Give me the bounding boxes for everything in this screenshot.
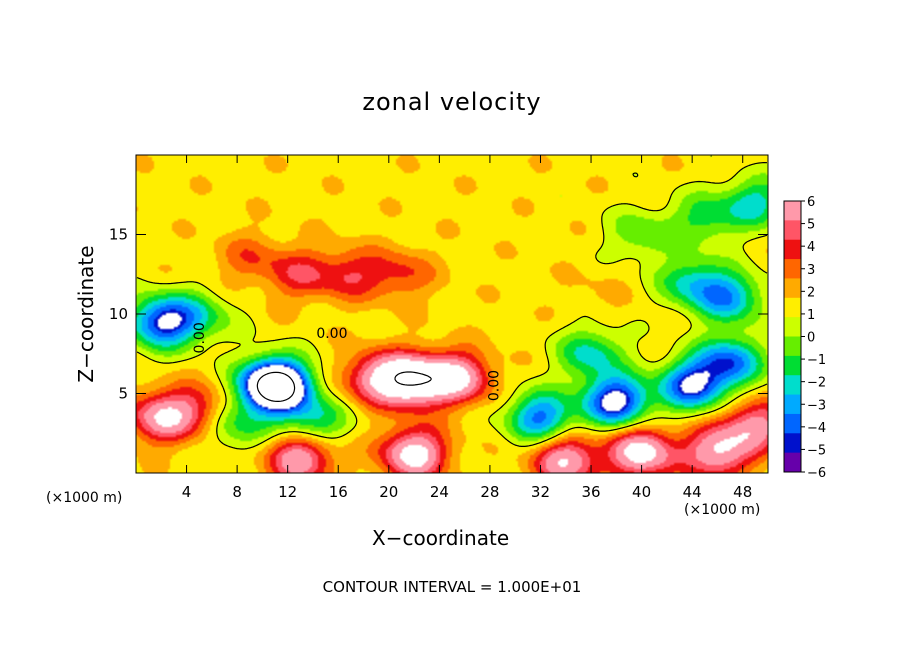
colorbar-swatch xyxy=(784,220,801,241)
contour-negative xyxy=(256,371,296,402)
colorbar-swatch xyxy=(784,278,801,299)
x-tick-label: 40 xyxy=(632,483,651,501)
colorbar-swatch xyxy=(784,336,801,357)
x-tick-label: 28 xyxy=(480,483,499,501)
colorbar-tick-label: −3 xyxy=(807,398,826,413)
colorbar-tick-label: −4 xyxy=(807,421,826,436)
colorbar-swatch xyxy=(784,317,801,337)
x-tick-label: 48 xyxy=(733,483,752,501)
colorbar-swatch xyxy=(784,355,801,376)
x-tick-label: 16 xyxy=(329,483,348,501)
x-tick-label: 24 xyxy=(430,483,449,501)
x-tick-label: 32 xyxy=(531,483,550,501)
colorbar-tick-label: −2 xyxy=(807,376,826,391)
y-axis-label: Z−coordinate xyxy=(74,245,98,383)
y-units-label: (×1000 m) xyxy=(46,490,123,506)
x-tick-label: 44 xyxy=(683,483,702,501)
contour-labels: 0.00 0.00 0.00 xyxy=(192,322,503,401)
colorbar-tick-label: 4 xyxy=(807,240,815,255)
contour-lines xyxy=(136,155,768,450)
colorbar-tick-label: −6 xyxy=(807,466,826,481)
heatmap-field xyxy=(136,155,768,473)
contour-label: 0.00 xyxy=(192,322,208,353)
colorbar-swatch xyxy=(784,394,801,415)
colorbar-swatch xyxy=(784,433,801,454)
colorbar-swatch xyxy=(784,413,801,434)
x-tick-label: 36 xyxy=(581,483,600,501)
x-axis-label: X−coordinate xyxy=(372,526,510,550)
colorbar-swatch xyxy=(784,452,801,473)
colorbar-swatch xyxy=(784,375,801,396)
colorbar-tick-label: 3 xyxy=(807,263,815,278)
x-tick-label: 20 xyxy=(379,483,398,501)
x-axis: 4 8 12 16 20 24 28 32 36 40 44 48 xyxy=(182,155,752,501)
colorbar-swatch xyxy=(784,297,801,318)
contour-label: 0.00 xyxy=(316,326,347,342)
colorbar-tick-label: 0 xyxy=(807,331,815,346)
contour-label: 0.00 xyxy=(487,370,503,401)
contour-zero xyxy=(136,155,768,450)
x-tick-label: 12 xyxy=(278,483,297,501)
colorbar-tick-label: 1 xyxy=(807,308,815,323)
colorbar: 6 5 4 3 2 1 0 −1 −2 −3 −4 −5 −6 xyxy=(783,195,826,481)
colorbar-swatch xyxy=(784,259,801,279)
colorbar-tick-label: −1 xyxy=(807,353,826,368)
x-units-label: (×1000 m) xyxy=(684,502,761,518)
chart-title: zonal velocity xyxy=(362,88,542,116)
x-tick-label: 8 xyxy=(232,483,242,501)
y-tick-label: 5 xyxy=(118,385,128,403)
y-axis: 5 10 15 xyxy=(109,226,768,403)
y-tick-label: 15 xyxy=(109,226,128,244)
colorbar-swatch xyxy=(784,201,801,221)
colorbar-tick-label: 6 xyxy=(807,195,815,210)
contour-interval-note: CONTOUR INTERVAL = 1.000E+01 xyxy=(322,578,582,596)
colorbar-tick-label: 5 xyxy=(807,218,815,233)
colorbar-swatch xyxy=(784,239,801,260)
colorbar-tick-label: −5 xyxy=(807,443,826,458)
contour-positive xyxy=(394,371,432,386)
y-tick-label: 10 xyxy=(109,305,128,323)
colorbar-tick-label: 2 xyxy=(807,285,815,300)
x-tick-label: 4 xyxy=(182,483,192,501)
